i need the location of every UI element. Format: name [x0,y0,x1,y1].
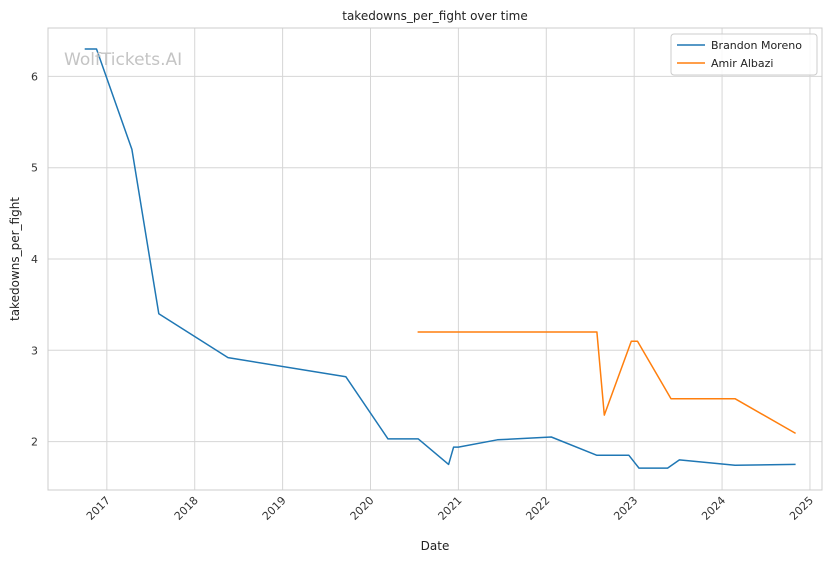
y-tick-label: 2 [31,436,38,449]
x-axis-title: Date [421,539,450,553]
y-tick-label: 3 [31,344,38,357]
x-tick-label: 2025 [787,494,816,523]
x-axis-ticks: 2017 2018 2019 2020 2021 2022 2023 2024 2025 [84,494,816,523]
legend-box [670,33,818,76]
series-line-amir-albazi [417,331,796,435]
legend-label: Amir Albazi [711,57,773,70]
y-tick-label: 6 [31,70,38,83]
series-line-brandon-moreno [84,48,796,469]
legend-label: Brandon Moreno [711,39,802,52]
x-tick-label: 2018 [172,494,201,523]
x-tick-label: 2022 [523,494,552,523]
y-tick-label: 4 [31,253,38,266]
x-tick-label: 2019 [260,494,289,523]
x-tick-label: 2023 [611,494,640,523]
plot-frame [47,27,823,491]
x-tick-label: 2017 [84,494,113,523]
grid [48,28,822,490]
watermark: WolfTickets.AI [64,50,182,70]
x-tick-label: 2021 [436,494,465,523]
legend: Brandon Moreno Amir Albazi [670,33,818,76]
y-tick-label: 5 [31,162,38,175]
y-axis-ticks: 2 3 4 5 6 [31,70,38,448]
series-lines [84,48,796,469]
x-tick-label: 2024 [699,494,728,523]
chart-title: takedowns_per_fight over time [342,9,528,23]
x-tick-label: 2020 [348,494,377,523]
y-axis-title: takedowns_per_fight [8,197,22,321]
